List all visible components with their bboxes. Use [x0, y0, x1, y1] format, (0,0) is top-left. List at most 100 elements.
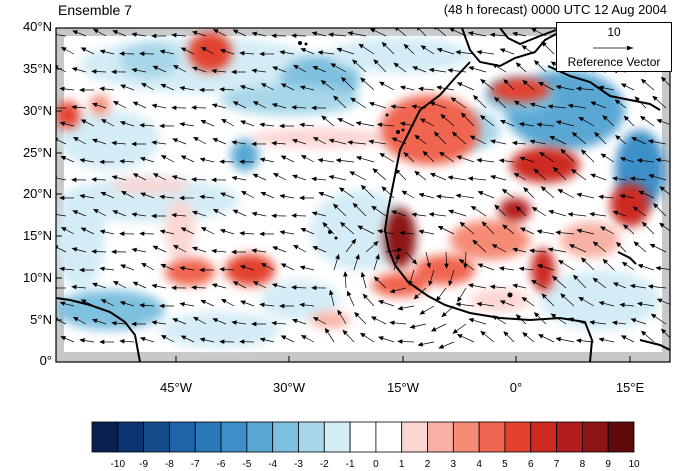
- colorbar-label: -10: [110, 459, 126, 470]
- wind-vector-head: [531, 280, 537, 285]
- wind-vector-head: [160, 83, 167, 89]
- colorbar-label: 9: [605, 459, 611, 470]
- wind-vector-head: [541, 293, 547, 299]
- wind-vector-head: [59, 266, 65, 272]
- wind-vector-head: [79, 193, 85, 199]
- wind-vector-head: [311, 176, 317, 182]
- wind-vector-head: [272, 66, 278, 71]
- wind-vector-head: [291, 105, 297, 110]
- wind-vector-head: [375, 253, 380, 260]
- wind-vector-head: [536, 229, 543, 235]
- colorbar-swatch: [323, 421, 351, 453]
- wind-vector-head: [529, 102, 536, 108]
- wind-vector-head: [219, 267, 225, 272]
- wind-vector-head: [231, 69, 237, 75]
- wind-vector-head: [131, 212, 137, 217]
- wind-vector-head: [119, 158, 125, 164]
- wind-vector-head: [499, 48, 506, 53]
- wind-vector-head: [343, 271, 348, 277]
- wind-vector-head: [368, 139, 374, 145]
- wind-vector-head: [191, 30, 198, 36]
- wind-vector-head: [172, 318, 178, 323]
- wind-vector-head: [441, 311, 447, 318]
- wind-vector-head: [311, 211, 318, 216]
- wind-vector-head: [476, 49, 482, 55]
- wind-vector-head: [159, 303, 165, 309]
- wind-vector-head: [655, 265, 661, 271]
- wind-vector-head: [399, 85, 406, 91]
- wind-vector-head: [589, 320, 595, 325]
- wind-vector-head: [280, 155, 287, 160]
- reference-arrow-icon: [593, 45, 633, 51]
- wind-vector-head: [598, 85, 604, 91]
- colorbar-swatch: [504, 421, 532, 453]
- wind-vector-head: [511, 140, 518, 146]
- wind-vector-head: [660, 328, 667, 334]
- wind-vector-head: [498, 158, 505, 164]
- wind-vector-head: [347, 140, 353, 145]
- wind-vector-head: [515, 206, 522, 212]
- wind-vector-head: [456, 155, 462, 160]
- wind-vector-head: [328, 138, 335, 144]
- wind-vector-head: [139, 336, 146, 342]
- wind-vector-head: [568, 317, 575, 322]
- wind-vector-head: [111, 175, 118, 180]
- wind-vector-head: [619, 157, 626, 162]
- wind-vector-head: [171, 32, 177, 38]
- wind-vector-head: [131, 141, 137, 147]
- wind-vector-head: [397, 305, 403, 311]
- wind-vector-head: [171, 105, 177, 111]
- wind-vector-head: [211, 177, 217, 183]
- wind-vector-head: [430, 327, 437, 332]
- wind-vector-head: [180, 47, 187, 52]
- wind-vector-head: [72, 317, 79, 322]
- wind-vector-head: [112, 101, 119, 106]
- wind-vector-head: [71, 67, 78, 72]
- wind-vector-head: [381, 41, 388, 48]
- wind-vector-head: [389, 288, 396, 294]
- wind-vector-head: [378, 81, 385, 87]
- wind-vector-head: [360, 271, 366, 278]
- wind-vector-head: [251, 211, 258, 217]
- wind-vector-head: [620, 335, 627, 340]
- wind-vector-head: [292, 64, 299, 70]
- plot-title-left: Ensemble 7: [58, 2, 132, 18]
- wind-vector-head: [312, 137, 319, 142]
- wind-vector-head: [328, 32, 334, 38]
- wind-vector-head: [552, 275, 558, 281]
- wind-vector-head: [91, 177, 97, 182]
- wind-vector-head: [60, 156, 67, 161]
- wind-vector-head: [321, 115, 327, 121]
- wind-vector-head: [91, 318, 98, 324]
- wind-vector-head: [376, 122, 383, 128]
- wind-vector-head: [397, 339, 403, 344]
- lat-label-20n: 20°N: [22, 186, 52, 201]
- wind-vector-head: [630, 318, 637, 323]
- wind-vector-head: [279, 303, 285, 309]
- wind-vector-head: [435, 194, 442, 199]
- wind-vector-head: [80, 47, 87, 52]
- wind-vector-head: [131, 321, 137, 327]
- wind-vector-head: [140, 192, 146, 197]
- wind-vector-head: [536, 122, 542, 127]
- wind-vector-head: [111, 69, 117, 75]
- wind-vector-head: [239, 264, 246, 270]
- wind-vector-head: [251, 68, 257, 74]
- wind-vector-head: [79, 338, 85, 343]
- wind-vector-head: [99, 339, 105, 345]
- wind-vector-head: [598, 337, 604, 343]
- wind-vector-head: [191, 177, 197, 182]
- wind-vector-head: [300, 48, 307, 53]
- wind-vector-head: [638, 190, 644, 196]
- colorbar-swatch: [349, 421, 377, 453]
- wind-vector-head: [72, 136, 79, 142]
- wind-vector-head: [611, 320, 618, 326]
- wind-vector-head: [219, 339, 225, 345]
- wind-vector-head: [159, 123, 165, 129]
- wind-vector-head: [120, 190, 127, 196]
- wind-vector-head: [533, 168, 539, 174]
- wind-vector-head: [272, 172, 279, 178]
- wind-vector-head: [160, 155, 167, 160]
- wind-vector-head: [555, 120, 562, 125]
- wind-vector-head: [79, 158, 85, 163]
